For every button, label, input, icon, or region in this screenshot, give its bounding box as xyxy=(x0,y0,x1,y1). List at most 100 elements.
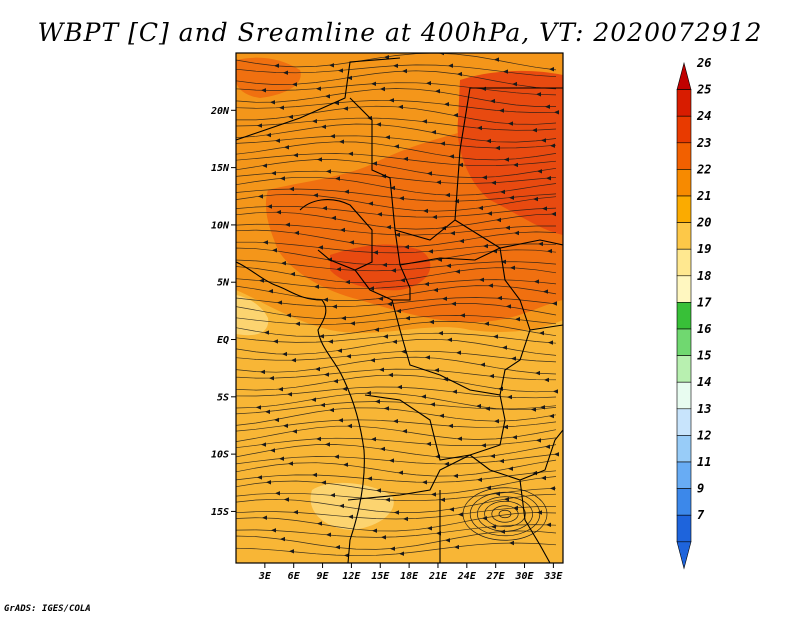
streamline-arrow xyxy=(403,516,408,522)
chart-title: WBPT [C] and Sreamline at 400hPa, VT: 20… xyxy=(37,18,763,47)
streamline-arrow xyxy=(453,473,458,479)
streamline-arrow xyxy=(434,368,439,373)
streamline-arrow xyxy=(481,443,486,448)
colorbar-segment xyxy=(676,328,692,356)
streamline-arrow xyxy=(332,304,337,309)
streamline-arrow xyxy=(553,389,558,394)
streamline-arrow xyxy=(513,162,518,168)
streamline-arrow xyxy=(532,128,537,133)
streamline-arrow xyxy=(369,286,374,291)
streamline-arrow xyxy=(261,442,266,447)
streamline-arrow xyxy=(483,243,488,249)
streamline-arrow xyxy=(379,367,384,372)
streamline-arrow xyxy=(390,546,395,551)
streamline-arrow xyxy=(511,356,516,361)
streamline-arrow xyxy=(422,119,427,124)
streamline-arrow xyxy=(270,448,275,453)
lon-tick-label: 30E xyxy=(514,571,534,582)
streamline-arrow xyxy=(291,358,296,363)
streamline-arrow xyxy=(311,397,316,402)
streamline-arrow xyxy=(458,162,463,168)
lon-tick-label: 9E xyxy=(317,571,330,582)
streamline-arrow xyxy=(312,472,317,478)
streamline-arrow xyxy=(444,102,449,107)
streamline-arrow xyxy=(321,124,326,129)
streamline xyxy=(236,350,557,363)
streamline xyxy=(236,401,557,415)
streamline-arrow xyxy=(372,161,377,166)
streamline-arrow xyxy=(398,104,403,110)
streamline-arrow xyxy=(485,406,490,411)
map-frame xyxy=(235,52,564,564)
lat-tick-label: 15N xyxy=(211,163,230,174)
streamline-arrow xyxy=(370,358,375,363)
streamline-arrow xyxy=(377,212,382,217)
streamline-arrow xyxy=(541,138,546,143)
streamline-arrow xyxy=(427,526,432,531)
streamline-arrow xyxy=(491,524,496,529)
streamline-arrow xyxy=(440,497,445,502)
streamline-arrow xyxy=(336,267,341,272)
streamline-arrow xyxy=(280,536,285,542)
streamline-arrow xyxy=(266,480,271,485)
lat-tick-label: 10N xyxy=(211,220,230,231)
streamline-arrow xyxy=(330,134,335,139)
streamline-arrow xyxy=(512,81,517,87)
streamline-arrow xyxy=(505,225,510,230)
streamline-arrow xyxy=(285,222,290,227)
colorbar-label: 26 xyxy=(696,56,711,70)
streamline-arrow xyxy=(550,486,555,491)
streamline-arrow xyxy=(438,331,443,336)
streamline-arrow xyxy=(478,205,483,211)
streamline-arrow xyxy=(431,492,436,497)
colorbar-label: 17 xyxy=(697,295,712,309)
streamline-arrow xyxy=(324,372,329,377)
lat-tick-label: 5N xyxy=(217,278,230,289)
streamline-arrow xyxy=(433,287,438,293)
streamline-arrow xyxy=(348,151,353,156)
streamline-arrow xyxy=(392,339,397,344)
streamline-arrow xyxy=(504,157,509,162)
streamline-arrow xyxy=(446,263,451,268)
streamline xyxy=(236,459,557,477)
streamline-arrow xyxy=(534,279,539,284)
streamline xyxy=(236,356,557,375)
streamline-arrow xyxy=(319,334,324,339)
streamline xyxy=(236,223,556,236)
streamline-arrow xyxy=(263,240,268,245)
streamline-arrow xyxy=(391,268,396,273)
streamline-arrow xyxy=(425,355,430,360)
streamline xyxy=(236,141,557,161)
streamline-arrow xyxy=(349,240,354,245)
streamline-arrow xyxy=(477,477,482,482)
streamline-arrow xyxy=(390,185,395,191)
streamline xyxy=(236,386,557,399)
colorbar-segment xyxy=(676,461,692,489)
streamline-arrows xyxy=(256,53,559,558)
streamline-arrow xyxy=(536,92,541,97)
streamline-arrow xyxy=(366,390,371,396)
streamline-arrow xyxy=(383,334,388,339)
streamline-arrow xyxy=(449,507,454,512)
streamline-arrow xyxy=(501,259,506,264)
lon-tick-label: 24E xyxy=(457,571,477,582)
streamline-arrow xyxy=(546,522,551,527)
streamline-arrow xyxy=(397,384,402,390)
streamline xyxy=(236,117,557,131)
lon-tick-label: 21E xyxy=(428,571,448,582)
colorbar-segment xyxy=(676,381,692,410)
streamline-arrow xyxy=(380,86,385,92)
streamline-arrow xyxy=(342,386,347,392)
grads-credit: GrADS: IGES/COLA xyxy=(4,604,91,614)
streamline-arrow xyxy=(265,409,270,414)
colorbar-label: 12 xyxy=(697,428,711,442)
lat-tick-label: 15S xyxy=(211,507,229,518)
streamline-arrow xyxy=(326,532,331,537)
streamline-arrow xyxy=(432,214,437,220)
streamline xyxy=(236,470,557,483)
streamline-arrow xyxy=(376,122,381,127)
streamline-arrow xyxy=(405,316,410,321)
lat-tick-label: 10S xyxy=(211,450,229,461)
streamline-arrow xyxy=(402,68,407,74)
streamline-arrow xyxy=(551,211,556,217)
